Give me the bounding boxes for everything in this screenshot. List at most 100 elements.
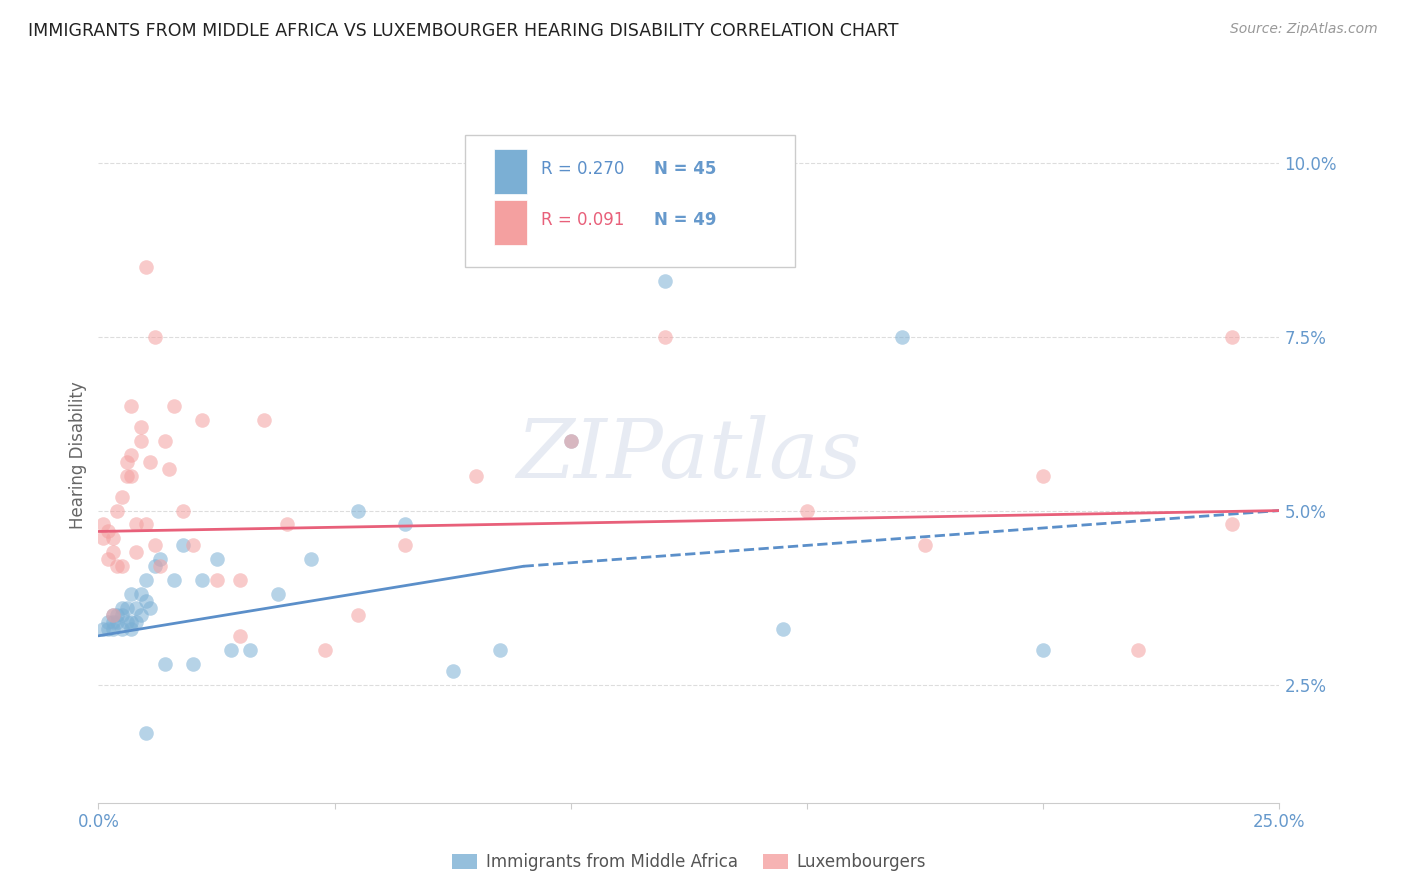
Point (125, 615, 148, 629)
Point (105, 607, 128, 622)
Point (101, 532, 124, 546)
Point (97, 524, 120, 539)
Point (465, 468, 488, 483)
Point (890, 329, 912, 343)
Point (121, 468, 143, 483)
Point (205, 573, 228, 587)
Point (654, 329, 676, 343)
Point (489, 642, 512, 657)
Point (1032, 642, 1054, 657)
Point (347, 503, 370, 517)
Point (149, 552, 172, 566)
FancyBboxPatch shape (494, 200, 527, 244)
Point (239, 642, 262, 657)
Point (772, 622, 794, 636)
Point (191, 573, 214, 587)
Point (394, 538, 416, 552)
Point (276, 517, 298, 532)
Point (135, 260, 157, 274)
Point (172, 538, 194, 552)
Point (121, 399, 143, 413)
Point (560, 434, 582, 448)
Point (229, 573, 252, 587)
Text: Source: ZipAtlas.com: Source: ZipAtlas.com (1230, 22, 1378, 37)
Point (129, 420, 152, 434)
Point (267, 587, 290, 601)
Point (121, 448, 143, 462)
Point (1032, 468, 1054, 483)
Text: ZIPatlas: ZIPatlas (516, 415, 862, 495)
Point (347, 607, 370, 622)
Point (101, 607, 124, 622)
Point (111, 607, 134, 622)
Point (97, 622, 120, 636)
Point (129, 587, 152, 601)
Point (253, 413, 276, 427)
Point (163, 573, 186, 587)
Point (796, 503, 818, 517)
Point (125, 601, 148, 615)
Point (394, 517, 416, 532)
Point (135, 726, 157, 740)
Point (101, 607, 124, 622)
Point (149, 559, 172, 574)
Point (121, 622, 143, 636)
Point (91, 517, 114, 532)
Point (314, 642, 336, 657)
FancyBboxPatch shape (464, 135, 796, 267)
Point (101, 622, 124, 636)
Point (229, 629, 252, 643)
Point (105, 559, 128, 574)
Text: N = 49: N = 49 (654, 211, 716, 229)
Point (191, 413, 214, 427)
Point (441, 664, 464, 678)
Point (97, 552, 120, 566)
Point (143, 559, 166, 574)
Point (1126, 642, 1149, 657)
Text: R = 0.091: R = 0.091 (541, 211, 624, 229)
Point (111, 601, 134, 615)
Point (135, 517, 157, 532)
Legend: Immigrants from Middle Africa, Luxembourgers: Immigrants from Middle Africa, Luxembour… (446, 847, 932, 878)
Point (560, 434, 582, 448)
Text: N = 45: N = 45 (654, 160, 716, 178)
Point (101, 615, 124, 629)
Point (135, 573, 157, 587)
Point (139, 455, 162, 469)
Point (157, 462, 180, 476)
Text: R = 0.270: R = 0.270 (541, 160, 624, 178)
Point (153, 434, 176, 448)
Point (105, 503, 128, 517)
Point (135, 594, 157, 608)
Point (139, 601, 162, 615)
Point (205, 552, 228, 566)
Point (181, 538, 204, 552)
Point (299, 552, 322, 566)
Point (219, 642, 242, 657)
Point (121, 615, 143, 629)
Point (115, 468, 138, 483)
Point (125, 545, 148, 559)
Point (111, 622, 134, 636)
Point (143, 538, 166, 552)
Point (172, 503, 194, 517)
Point (143, 329, 166, 343)
Point (91, 622, 114, 636)
Point (115, 455, 138, 469)
Point (115, 615, 138, 629)
Point (125, 517, 148, 532)
Point (105, 615, 128, 629)
Point (115, 601, 138, 615)
Point (91, 532, 114, 546)
Point (181, 657, 204, 671)
Y-axis label: Hearing Disability: Hearing Disability (69, 381, 87, 529)
Point (129, 607, 152, 622)
Point (1220, 517, 1243, 532)
Point (654, 274, 676, 288)
Point (129, 434, 152, 448)
Point (111, 490, 134, 504)
Point (163, 399, 186, 413)
Point (101, 545, 124, 559)
Text: IMMIGRANTS FROM MIDDLE AFRICA VS LUXEMBOURGER HEARING DISABILITY CORRELATION CHA: IMMIGRANTS FROM MIDDLE AFRICA VS LUXEMBO… (28, 22, 898, 40)
Point (153, 657, 176, 671)
